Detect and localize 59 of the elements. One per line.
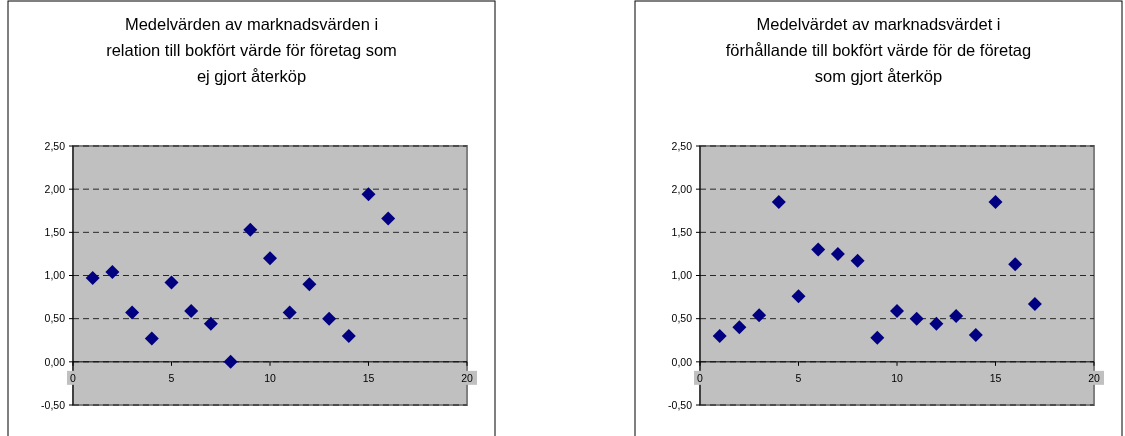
point [223, 354, 238, 369]
point [282, 305, 297, 320]
point [968, 328, 983, 343]
point [929, 316, 944, 331]
point [105, 265, 120, 280]
point [164, 275, 179, 290]
y-tick-label: 2,00 [44, 182, 66, 195]
x-tick-label: 20 [461, 371, 473, 384]
y-tick-label: -0,50 [668, 398, 693, 411]
y-tick-label: -0,50 [41, 398, 66, 411]
point [850, 253, 865, 268]
point [381, 211, 396, 226]
chart-title: Medelvärden av marknadsvärden i relation till bokfört värde för företag som ej gjort återköp [106, 15, 397, 85]
point [890, 303, 904, 318]
y-tick-label: 0,50 [671, 312, 693, 325]
x-tick-label: 5 [168, 371, 175, 384]
point [771, 195, 786, 210]
y-tick-label: 1,00 [44, 269, 66, 282]
x-tick-label: 0 [70, 371, 77, 384]
point [341, 328, 356, 343]
y-tick-label: 2,50 [671, 139, 693, 152]
point [144, 331, 159, 346]
point [243, 222, 258, 237]
point [988, 195, 1003, 210]
point [203, 316, 218, 331]
x-tick-label: 0 [697, 371, 704, 384]
x-tick-label: 20 [1088, 371, 1100, 384]
point [322, 311, 337, 326]
x-tick-label: 15 [989, 371, 1002, 384]
y-tick-label: 0,00 [44, 355, 66, 368]
x-tick-label: 5 [795, 371, 802, 384]
x-tick-label: 15 [362, 371, 375, 384]
y-tick-label: 1,50 [44, 226, 66, 239]
point [712, 328, 727, 343]
point [870, 330, 885, 345]
point [949, 309, 964, 324]
y-tick-label: 2,00 [671, 182, 693, 195]
point [909, 311, 924, 326]
y-tick-label: 0,00 [671, 355, 693, 368]
point [1008, 257, 1023, 272]
y-tick-label: 0,50 [44, 312, 66, 325]
x-tick-label: 10 [891, 371, 903, 384]
x-tick-label: 10 [264, 371, 276, 384]
point [85, 271, 100, 286]
y-tick-label: 1,00 [671, 269, 693, 282]
chart-title: Medelvärdet av marknadsvärdet i förhållande till bokfört värde för de företag som gjort återköp [725, 15, 1032, 85]
point [302, 277, 317, 292]
point [1027, 296, 1042, 311]
point [361, 187, 376, 202]
point [732, 320, 747, 335]
point [263, 251, 277, 266]
y-tick-label: 1,50 [671, 226, 693, 239]
point [811, 242, 826, 257]
point [752, 308, 767, 323]
point [830, 246, 845, 261]
y-tick-label: 2,50 [44, 139, 66, 152]
point [184, 303, 199, 318]
point [791, 289, 806, 304]
point [125, 305, 140, 320]
